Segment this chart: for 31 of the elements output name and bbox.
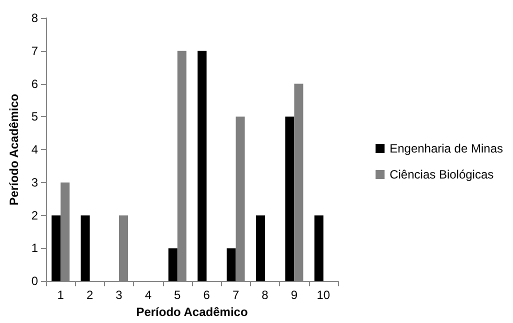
x-tick-label: 7 — [232, 288, 240, 302]
legend-label: Ciências Biológicas — [390, 168, 494, 182]
y-axis-title: Período Acadêmico — [7, 94, 21, 206]
y-tick-label: 5 — [31, 110, 38, 124]
x-tick-label: 8 — [262, 288, 269, 302]
y-tick-label: 1 — [31, 241, 38, 256]
x-tick-label: 3 — [116, 288, 123, 302]
y-tick-label: 7 — [31, 44, 38, 58]
bar — [198, 50, 207, 282]
y-tick-label: 0 — [31, 274, 38, 288]
x-tick-label: 10 — [316, 288, 330, 302]
bar — [314, 215, 324, 282]
bar — [256, 215, 265, 282]
bar — [52, 215, 61, 282]
bar — [80, 215, 90, 282]
x-tick-label: 2 — [86, 288, 94, 302]
y-tick-label: 8 — [31, 11, 38, 25]
x-axis-title: Período Acadêmico — [136, 305, 248, 319]
y-tick-label: 6 — [31, 76, 38, 91]
x-tick-label: 4 — [144, 288, 152, 302]
bar — [226, 248, 236, 282]
x-tick-label: 6 — [203, 288, 210, 302]
y-tick-label: 3 — [31, 175, 38, 190]
x-tick-label: 5 — [174, 288, 182, 302]
legend-label: Engenharia de Minas — [390, 142, 504, 156]
bar — [285, 116, 294, 282]
x-tick-label: 9 — [290, 288, 298, 302]
y-tick-label: 4 — [31, 142, 38, 157]
bar — [168, 248, 178, 282]
y-tick-label: 2 — [31, 208, 38, 222]
x-tick-label: 1 — [57, 288, 64, 302]
